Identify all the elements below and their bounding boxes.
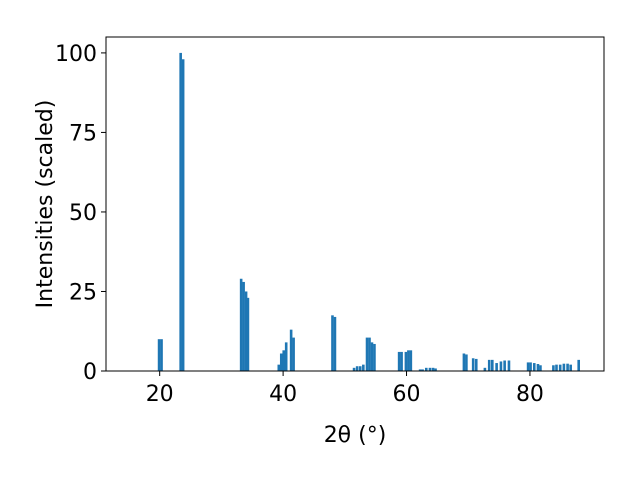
bar [397,351,401,371]
bar [289,329,293,371]
bar [244,291,248,371]
bar [532,363,536,371]
bar [552,365,555,371]
bar [407,350,410,371]
bar [539,365,542,371]
bar [566,363,569,371]
bar [428,367,432,371]
bar [373,343,376,371]
bar [331,315,334,371]
y-tick-label: 0 [83,360,97,385]
bar [569,364,572,371]
bar [465,354,468,371]
bar [160,339,163,371]
bar [370,342,374,371]
bar [495,363,498,371]
bar [284,342,288,371]
bar [365,337,369,371]
bar [558,364,562,371]
bar [418,369,422,371]
bar [536,364,540,371]
bar [352,367,356,371]
bar [507,360,511,371]
bar [358,366,362,371]
bar [562,363,566,371]
bar [239,278,243,371]
x-tick-label: 60 [393,382,421,407]
bar [277,364,281,371]
y-tick-label: 25 [69,280,97,305]
bar [292,337,295,371]
bar [577,359,580,371]
bar [462,353,466,371]
y-axis-label: Intensities (scaled) [33,100,58,309]
bar [483,367,487,371]
bar [431,367,435,371]
bar [368,337,371,371]
x-axis-label: 2θ (°) [324,423,387,448]
bar [279,353,283,371]
y-tick-label: 75 [69,121,97,146]
bar [409,350,413,371]
bar [242,281,245,371]
bar [157,339,161,371]
bar [491,359,494,371]
bar [333,316,337,371]
bar [471,358,475,371]
bar [424,367,428,371]
bar [499,361,503,371]
x-tick-label: 80 [516,382,544,407]
bar [434,368,437,371]
bar [282,350,286,371]
bar [474,358,478,371]
bar [421,369,424,371]
x-tick-label: 20 [146,382,174,407]
x-tick-label: 40 [269,382,297,407]
bar [362,364,365,371]
plot-frame [105,36,605,372]
y-tick-label: 100 [55,42,97,67]
bar [246,297,250,371]
bar [555,364,558,371]
bar [355,366,359,371]
bar [400,351,403,371]
bar [404,351,408,371]
bar [526,362,530,371]
bar [179,52,182,372]
y-tick-label: 50 [69,201,97,226]
bar [487,359,491,371]
bar [529,362,532,371]
bar [181,59,185,372]
bar [503,360,506,371]
